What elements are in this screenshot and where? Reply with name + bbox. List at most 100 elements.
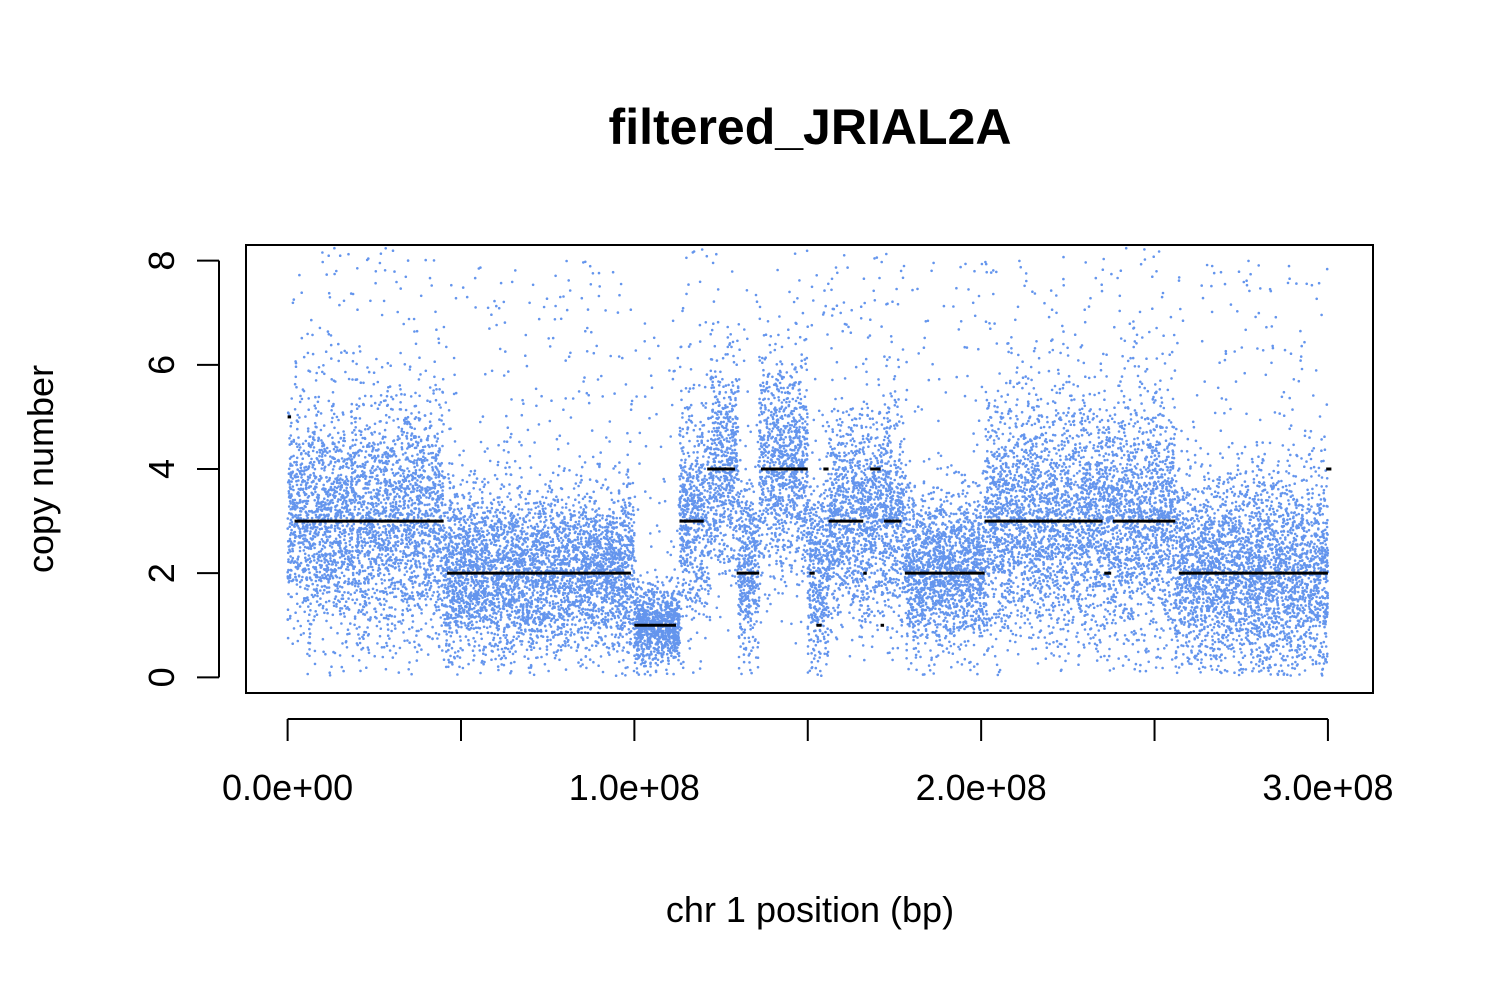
data-point bbox=[387, 541, 391, 545]
data-point bbox=[318, 563, 322, 567]
data-point bbox=[349, 593, 353, 596]
data-point bbox=[579, 525, 582, 528]
data-point bbox=[378, 590, 382, 593]
data-point bbox=[384, 562, 388, 565]
data-point bbox=[378, 432, 381, 435]
data-point bbox=[437, 337, 440, 341]
data-point bbox=[592, 517, 596, 520]
data-point bbox=[334, 504, 337, 508]
data-point bbox=[400, 447, 404, 451]
data-point bbox=[373, 401, 377, 405]
data-point bbox=[484, 372, 487, 376]
data-point bbox=[315, 414, 318, 417]
data-point bbox=[413, 574, 417, 578]
data-point bbox=[399, 579, 403, 582]
data-point bbox=[415, 489, 419, 492]
data-point bbox=[338, 609, 342, 613]
data-point bbox=[290, 523, 294, 527]
data-point bbox=[378, 634, 382, 638]
data-point bbox=[533, 512, 537, 515]
data-point bbox=[401, 585, 405, 588]
data-point bbox=[326, 611, 329, 615]
data-point bbox=[351, 444, 354, 447]
data-point bbox=[303, 567, 307, 570]
data-point bbox=[427, 475, 430, 478]
data-point bbox=[331, 560, 335, 564]
data-point bbox=[317, 531, 321, 534]
data-point bbox=[486, 561, 490, 564]
data-point bbox=[438, 464, 442, 467]
data-point bbox=[378, 489, 382, 493]
data-point bbox=[440, 624, 444, 627]
data-point bbox=[378, 571, 382, 575]
data-point bbox=[291, 556, 295, 560]
data-point bbox=[371, 471, 375, 475]
data-point bbox=[338, 556, 342, 559]
data-point bbox=[301, 487, 305, 491]
data-point bbox=[527, 657, 530, 660]
data-point bbox=[419, 294, 423, 298]
data-point bbox=[626, 453, 629, 457]
data-point bbox=[577, 390, 581, 393]
data-point bbox=[325, 446, 329, 450]
data-point bbox=[394, 595, 398, 598]
data-point bbox=[431, 547, 435, 550]
data-point bbox=[458, 601, 461, 605]
data-point bbox=[411, 620, 415, 623]
data-point bbox=[625, 473, 628, 476]
data-point bbox=[297, 448, 301, 452]
data-point bbox=[421, 547, 425, 550]
data-point bbox=[346, 565, 350, 569]
data-point bbox=[423, 573, 426, 576]
data-point bbox=[326, 514, 330, 518]
data-point bbox=[326, 573, 330, 577]
data-point bbox=[290, 397, 294, 400]
data-point bbox=[342, 574, 346, 578]
data-point bbox=[339, 437, 343, 440]
data-point bbox=[360, 449, 363, 453]
data-point bbox=[323, 611, 326, 615]
data-point bbox=[333, 485, 337, 489]
data-point bbox=[384, 667, 388, 671]
data-point bbox=[384, 247, 388, 250]
data-point bbox=[321, 251, 324, 254]
data-point bbox=[353, 582, 357, 585]
data-point bbox=[302, 549, 306, 552]
data-point bbox=[379, 252, 383, 255]
data-point bbox=[469, 626, 473, 630]
data-point bbox=[436, 437, 440, 440]
data-point bbox=[422, 562, 426, 565]
data-point bbox=[422, 469, 426, 472]
data-point bbox=[408, 641, 411, 644]
data-point bbox=[434, 398, 438, 402]
data-point bbox=[330, 665, 333, 668]
data-point bbox=[325, 535, 328, 538]
data-point bbox=[343, 534, 347, 538]
data-point bbox=[404, 458, 408, 461]
data-point bbox=[404, 408, 408, 412]
data-point bbox=[358, 497, 362, 501]
data-point bbox=[366, 366, 369, 369]
data-point bbox=[410, 614, 414, 618]
data-point bbox=[569, 518, 573, 522]
data-point bbox=[423, 428, 427, 431]
data-point bbox=[344, 475, 348, 479]
data-point bbox=[586, 631, 590, 635]
data-point bbox=[497, 601, 501, 604]
data-point bbox=[297, 514, 300, 517]
data-point bbox=[442, 422, 445, 426]
data-point bbox=[356, 538, 360, 541]
data-point bbox=[467, 638, 470, 642]
data-point bbox=[365, 528, 369, 531]
data-point bbox=[585, 350, 589, 353]
data-point bbox=[337, 474, 340, 477]
data-point bbox=[512, 553, 516, 557]
data-point bbox=[441, 566, 444, 570]
data-point bbox=[497, 668, 500, 672]
data-point bbox=[391, 488, 395, 491]
data-point bbox=[397, 529, 401, 533]
data-point bbox=[368, 426, 372, 429]
data-point bbox=[366, 506, 369, 510]
data-point bbox=[454, 536, 457, 540]
data-point bbox=[572, 504, 575, 507]
